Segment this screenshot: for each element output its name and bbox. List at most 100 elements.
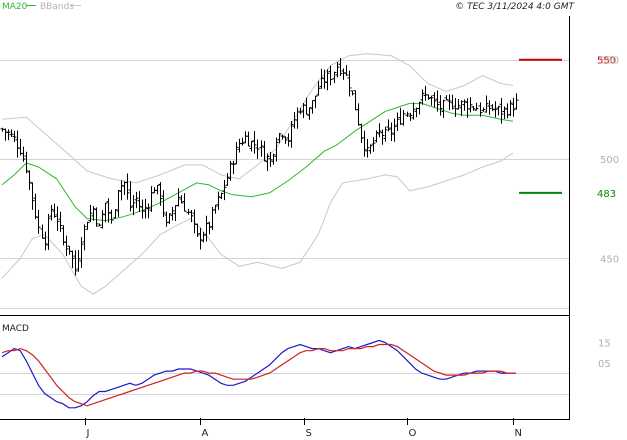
ohlc-bar xyxy=(249,140,254,152)
ohlc-bar xyxy=(237,138,242,153)
price-y-tick-label: 450 xyxy=(600,254,619,265)
ohlc-bar xyxy=(487,100,492,115)
ohlc-bar xyxy=(386,119,391,132)
ohlc-bar xyxy=(298,107,303,115)
ohlc-bar xyxy=(189,210,194,223)
ohlc-bar xyxy=(405,111,410,117)
ohlc-bar xyxy=(496,105,501,116)
ohlc-bar xyxy=(173,205,178,222)
ohlc-bar xyxy=(134,191,139,209)
price-panel: 550 483 450 500 550 xyxy=(0,53,619,309)
ohlc-bar xyxy=(97,223,102,227)
ohlc-bar xyxy=(456,99,461,110)
ohlc-bar xyxy=(88,204,93,223)
ohlc-bar xyxy=(30,182,35,210)
ohlc-bar xyxy=(140,199,145,219)
ohlc-bar xyxy=(359,123,364,144)
ohlc-bar xyxy=(365,138,370,158)
ohlc-bar xyxy=(125,173,130,200)
ohlc-bar xyxy=(9,129,14,138)
ohlc-bar xyxy=(167,213,172,224)
ohlc-bar xyxy=(85,221,90,230)
ohlc-bar xyxy=(316,80,321,96)
ohlc-bar xyxy=(408,112,413,121)
x-tick-label: N xyxy=(515,428,522,439)
ohlc-bar xyxy=(15,130,20,158)
ohlc-bar xyxy=(468,97,473,113)
ohlc-bar xyxy=(490,104,495,112)
ohlc-bar xyxy=(216,191,221,210)
price-y-tick-label: 550 xyxy=(600,56,619,67)
price-levels: 550 483 xyxy=(519,56,616,200)
ohlc-bar xyxy=(58,211,63,232)
ohlc-bar xyxy=(49,204,54,221)
ohlc-bar xyxy=(64,235,69,257)
ohlc-bar xyxy=(79,237,84,268)
ohlc-bar xyxy=(338,58,343,77)
price-grid xyxy=(0,60,569,309)
ohlc-bar xyxy=(43,231,48,251)
ohlc-bar xyxy=(225,173,230,187)
x-tick-label: J xyxy=(86,428,90,439)
ohlc-bar xyxy=(380,129,385,145)
ohlc-bar xyxy=(164,211,169,227)
signal-line xyxy=(1,343,516,407)
ohlc-bar xyxy=(198,227,203,250)
copyright-stamp: © TEC 3/11/2024 4:0 GMT xyxy=(455,2,575,12)
ohlc-bar xyxy=(332,71,337,84)
ohlc-bar xyxy=(505,103,510,119)
ohlc-bar xyxy=(471,105,476,111)
ohlc-bar xyxy=(347,70,352,97)
ohlc-bar xyxy=(401,109,406,126)
ohlc-bar xyxy=(493,101,498,118)
ohlc-bar xyxy=(478,102,483,117)
ohlc-bar xyxy=(243,131,248,144)
ohlc-bar xyxy=(383,126,388,142)
ohlc-bar xyxy=(21,146,26,162)
ohlc-bar xyxy=(328,65,333,86)
ohlc-bar xyxy=(146,203,151,219)
ohlc-bar xyxy=(228,160,233,181)
ohlc-bar xyxy=(73,250,78,276)
ohlc-bar xyxy=(82,224,87,251)
ohlc-bar xyxy=(484,95,489,113)
ohlc-bar xyxy=(55,206,60,231)
ohlc-bar xyxy=(255,139,260,159)
ohlc-bar xyxy=(310,100,315,114)
ohlc-bar xyxy=(335,61,340,78)
ohlc-bar xyxy=(459,100,464,116)
ohlc-bar xyxy=(389,122,394,142)
ohlc-bar xyxy=(411,102,416,120)
ohlc-bar xyxy=(398,107,403,125)
ohlc-bar xyxy=(319,68,324,89)
ohlc-bar xyxy=(462,99,467,111)
ohlc-bar xyxy=(259,140,264,157)
ohlc-bar xyxy=(182,193,187,212)
macd-y-tick-label: 15 xyxy=(598,338,611,349)
ohlc-bar xyxy=(499,97,504,124)
ohlc-bar xyxy=(128,181,133,212)
ohlc-bar xyxy=(94,207,99,227)
ohlc-bar xyxy=(40,224,45,239)
ohlc-bar xyxy=(195,223,200,237)
ohlc-bar xyxy=(395,112,400,131)
ma20-layer xyxy=(1,102,514,222)
ohlc-bar xyxy=(350,90,355,96)
ohlc-bar xyxy=(27,170,32,190)
ohlc-bar xyxy=(46,213,51,250)
ohlc-bar xyxy=(341,68,346,80)
macd-title: MACD xyxy=(2,324,29,334)
ohlc-bar xyxy=(444,95,449,101)
ohlc-bar xyxy=(3,128,8,141)
ohlc-bar xyxy=(137,191,142,212)
ohlc-bar xyxy=(511,97,516,117)
ohlc-bar xyxy=(441,99,446,118)
x-tick-label: A xyxy=(202,428,209,439)
ohlc-bar xyxy=(313,95,318,109)
ohlc-bar xyxy=(52,203,57,218)
ohlc-bar xyxy=(252,131,257,154)
ohlc-bar xyxy=(179,195,184,204)
